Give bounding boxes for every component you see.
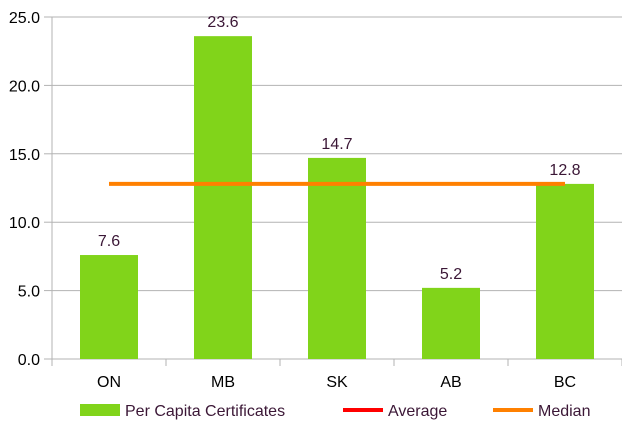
data-label: 7.6 bbox=[98, 233, 120, 250]
data-label: 12.8 bbox=[549, 162, 580, 179]
legend-label-per-capita: Per Capita Certificates bbox=[125, 403, 285, 420]
y-tick-label: 20.0 bbox=[9, 78, 40, 95]
data-label: 5.2 bbox=[440, 266, 462, 283]
x-tick-label: ON bbox=[97, 374, 121, 391]
legend-swatch-per-capita bbox=[80, 404, 120, 416]
y-tick-label: 25.0 bbox=[9, 10, 40, 27]
legend-label-median: Median bbox=[538, 403, 590, 420]
y-tick-label: 5.0 bbox=[18, 284, 40, 301]
x-tick-label: BC bbox=[554, 374, 576, 391]
x-tick-label: AB bbox=[440, 374, 461, 391]
y-tick-label: 0.0 bbox=[18, 352, 40, 369]
bar-mb bbox=[194, 36, 252, 359]
data-label: 23.6 bbox=[207, 14, 238, 31]
data-label: 14.7 bbox=[321, 136, 352, 153]
bar-bc bbox=[536, 183, 594, 359]
bar-ab bbox=[422, 287, 480, 359]
y-tick-label: 15.0 bbox=[9, 147, 40, 164]
x-tick-label: SK bbox=[326, 374, 348, 391]
legend-label-average: Average bbox=[388, 403, 447, 420]
y-tick-label: 10.0 bbox=[9, 215, 40, 232]
bar-sk bbox=[308, 157, 366, 359]
x-tick-label: MB bbox=[211, 374, 235, 391]
bar-on bbox=[80, 255, 138, 359]
